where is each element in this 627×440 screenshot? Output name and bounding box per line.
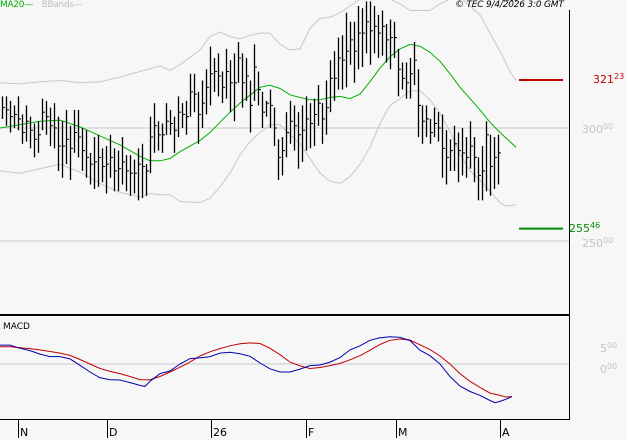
resistance-level-label: 32123 [593, 72, 625, 86]
support-level-label: 25546 [569, 221, 601, 235]
macd-axis-label-5: 500 [600, 341, 618, 355]
month-label: N [20, 426, 29, 439]
month-label: M [398, 426, 408, 439]
month-label: 26 [213, 426, 227, 439]
copyright-timestamp: © TEC 9/4/2026 3:0 GMT [455, 0, 564, 10]
month-label: F [308, 426, 315, 439]
macd-line [0, 336, 513, 404]
month-label: A [502, 426, 510, 439]
legend-ma20: MA20— [0, 0, 33, 10]
chart-legend: MA20— BBands— [0, 0, 83, 10]
legend-bbands: BBands— [41, 0, 83, 10]
bbands-upper-line [0, 0, 517, 85]
price-axis-label-300: 30000 [582, 122, 614, 136]
month-label: D [109, 426, 118, 439]
macd-panel-title: MACD [3, 322, 30, 332]
bbands-lower-line [0, 90, 517, 207]
macd-axis-label-0: 000 [600, 362, 618, 376]
ma20-line [0, 43, 517, 162]
price-axis-label-250: 25000 [582, 236, 614, 250]
macd-signal-line [0, 338, 513, 398]
